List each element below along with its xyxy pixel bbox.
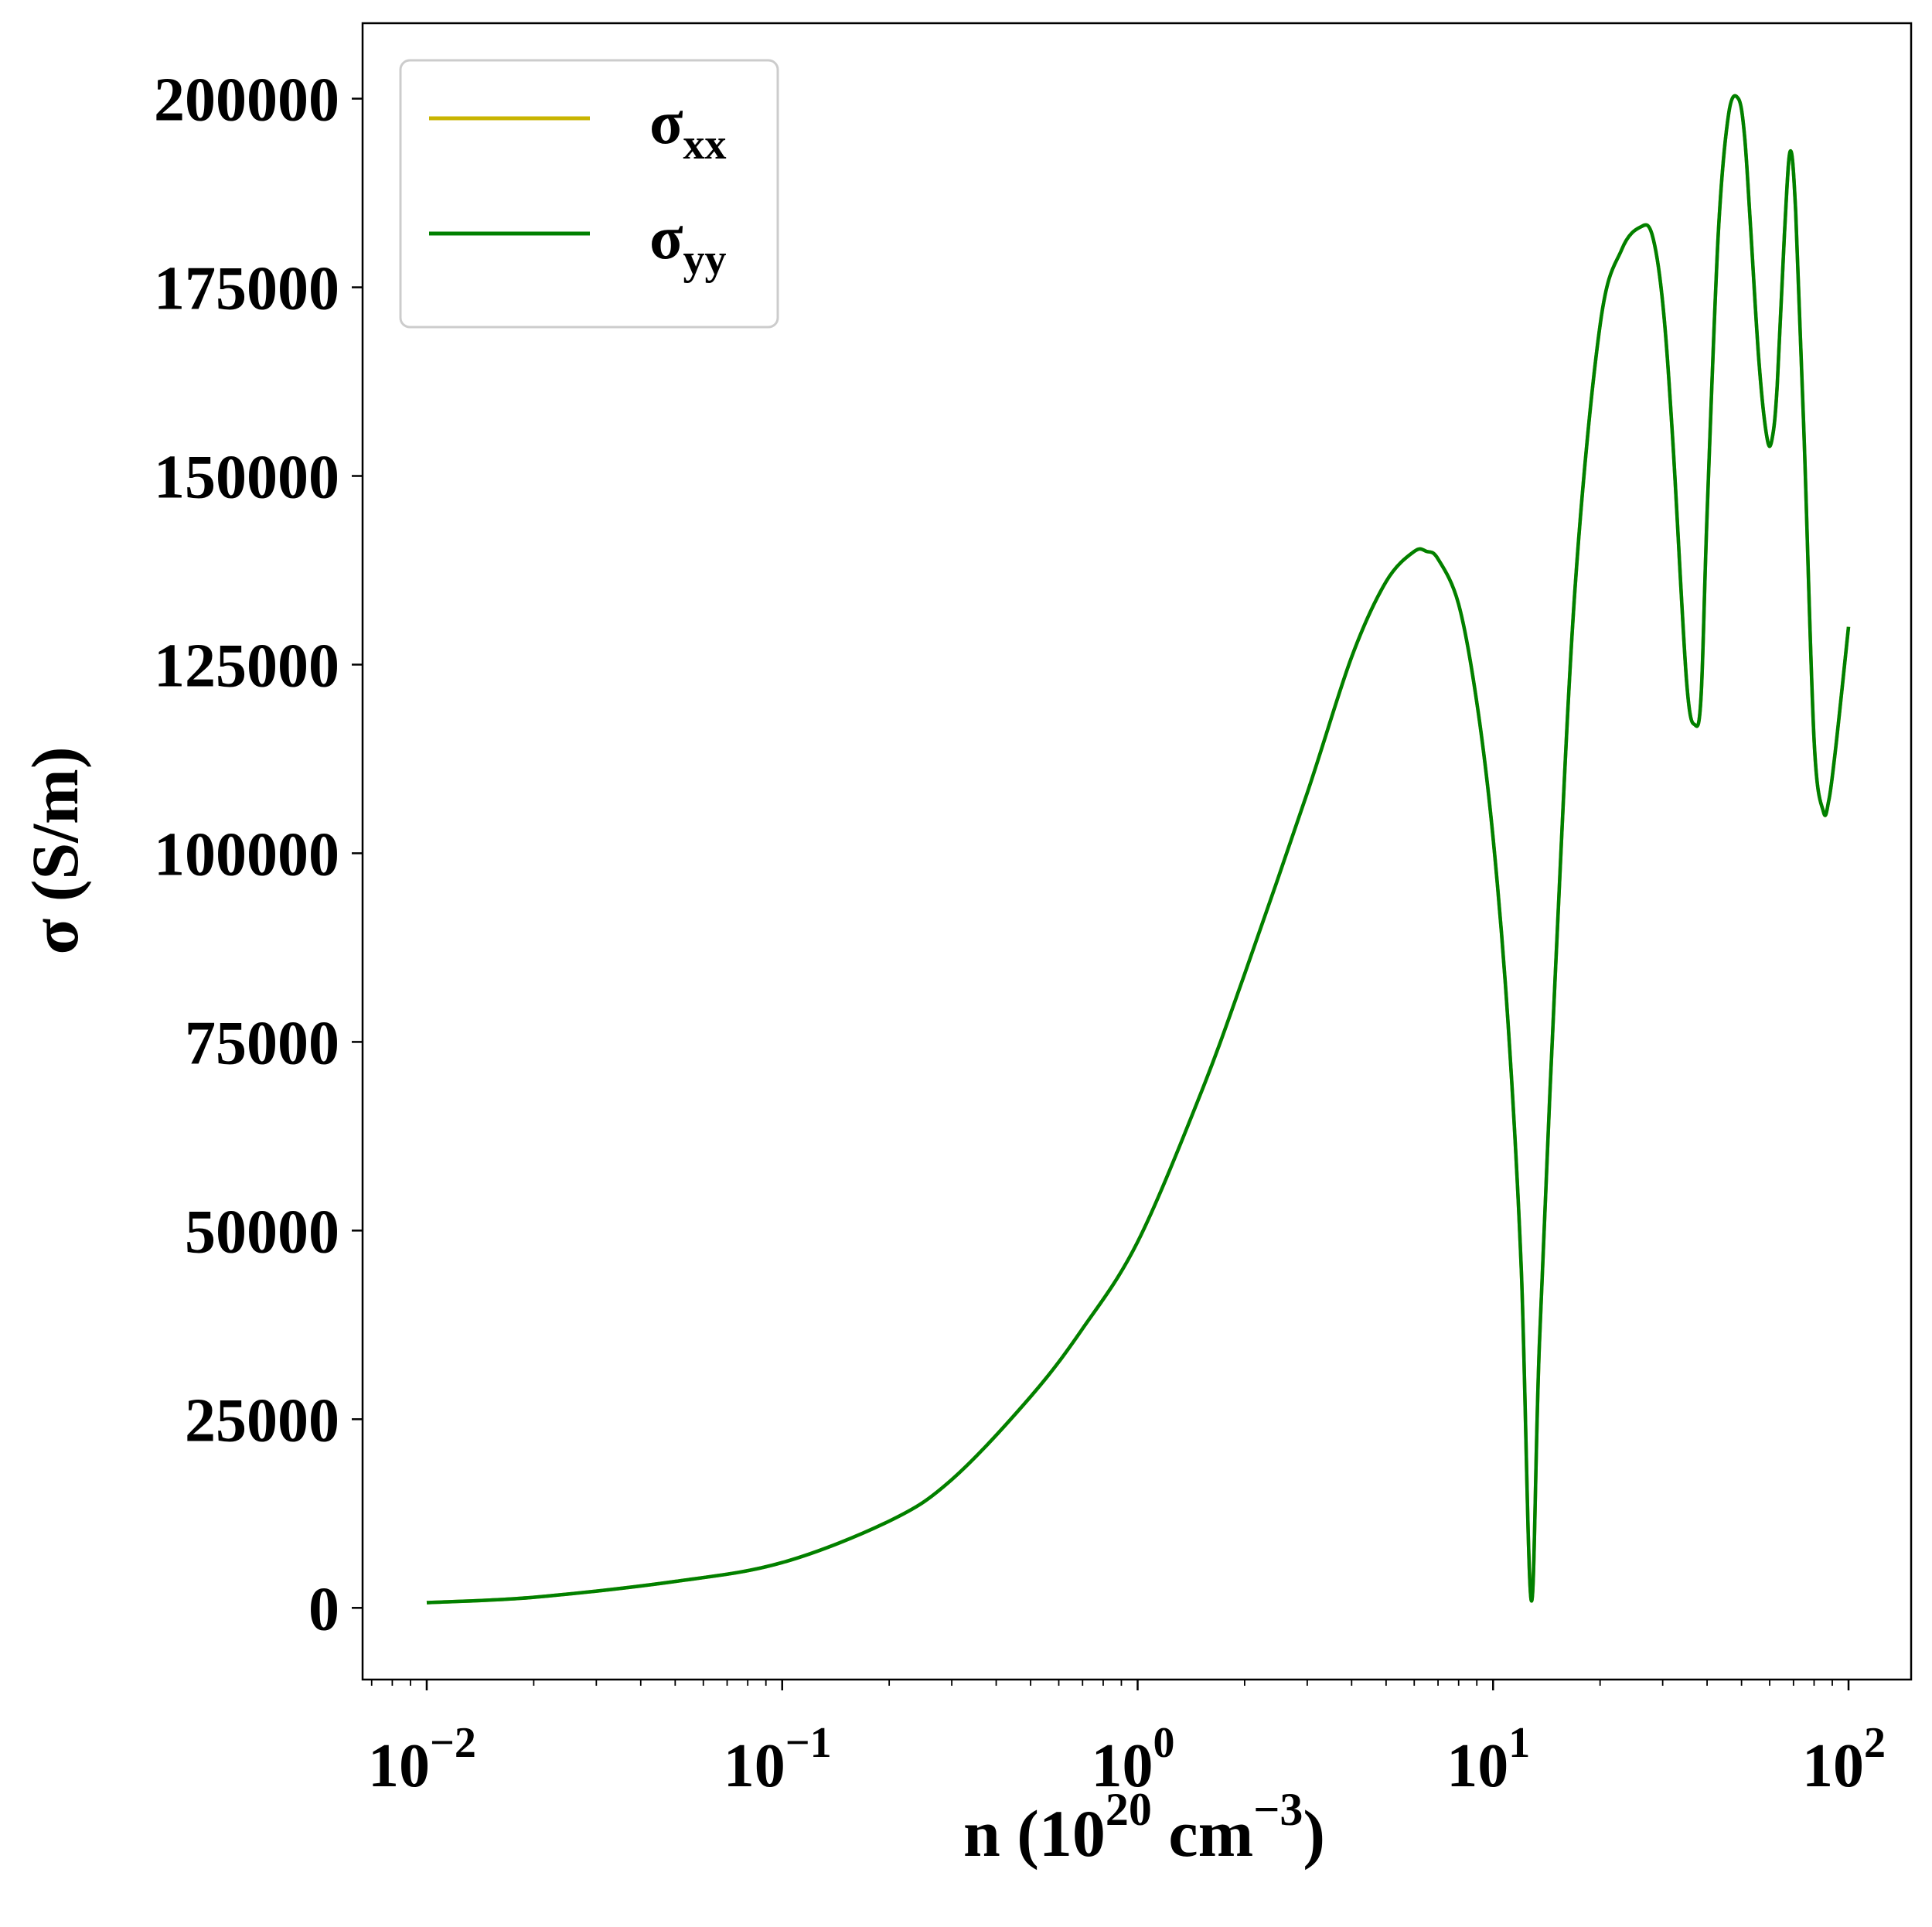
- y-tick-label: 100000: [154, 820, 339, 888]
- y-tick-label: 150000: [154, 444, 339, 512]
- y-tick-label: 0: [308, 1575, 339, 1643]
- x-axis-title-main: n (10: [963, 1796, 1106, 1871]
- x-tick-label: 100: [1092, 1719, 1175, 1800]
- x-tick-label-exp: 1: [1508, 1719, 1530, 1767]
- y-tick-label: 25000: [185, 1386, 339, 1455]
- x-tick-label-base: 10: [1802, 1732, 1864, 1800]
- legend-entry-sigma-xx: σxx: [429, 89, 727, 169]
- x-axis-title: n (1020 cm−3): [963, 1784, 1325, 1871]
- y-axis-title: σ (S/m): [18, 747, 92, 955]
- legend-label-sigma-yy-symbol: σ: [649, 204, 683, 272]
- x-tick-label-exp: 2: [1864, 1719, 1886, 1767]
- x-tick-label: 10−1: [724, 1719, 832, 1800]
- legend-label-sigma-xx-sub: xx: [683, 121, 727, 169]
- x-tick-label-base: 10: [1092, 1732, 1153, 1800]
- x-tick-label-exp: −1: [785, 1719, 832, 1767]
- y-tick-label: 200000: [154, 67, 339, 135]
- y-tick-label: 175000: [154, 255, 339, 323]
- series-layer: [426, 94, 1851, 1605]
- x-axis: 10−2 10−1 100 101 102: [368, 1680, 1886, 1800]
- x-tick-label: 10−2: [368, 1719, 476, 1800]
- legend-label-sigma-yy-sub: yy: [683, 236, 727, 284]
- y-tick-label: 125000: [154, 632, 339, 700]
- y-axis: 0 25000 50000 75000 100000 125000 150000 175000…: [154, 67, 363, 1643]
- plot-area: [426, 94, 1851, 1605]
- x-tick-label-base: 10: [724, 1732, 785, 1800]
- legend-entry-sigma-yy: σyy: [429, 204, 727, 284]
- legend-box: [399, 59, 779, 329]
- x-axis-title-sup2: −3: [1253, 1784, 1303, 1835]
- x-axis-title-end: ): [1303, 1796, 1325, 1871]
- legend-label-sigma-xx-symbol: σ: [649, 89, 683, 157]
- x-axis-title-sup1: 20: [1106, 1784, 1152, 1835]
- legend: σxx σyy: [399, 59, 779, 329]
- x-tick-label-exp: 0: [1153, 1719, 1175, 1767]
- y-tick-label: 75000: [185, 1009, 339, 1077]
- x-tick-label-base: 10: [1446, 1732, 1508, 1800]
- y-tick-label: 50000: [185, 1198, 339, 1266]
- series-line-sigma-yy: [426, 94, 1851, 1605]
- x-tick-label-exp: −2: [430, 1719, 476, 1767]
- x-tick-label: 101: [1446, 1719, 1530, 1800]
- x-axis-title-mid: cm: [1152, 1796, 1253, 1871]
- x-tick-label-base: 10: [368, 1732, 430, 1800]
- x-tick-label: 102: [1802, 1719, 1886, 1800]
- legend-label-sigma-xx: σxx: [649, 89, 727, 169]
- legend-label-sigma-yy: σyy: [649, 204, 727, 284]
